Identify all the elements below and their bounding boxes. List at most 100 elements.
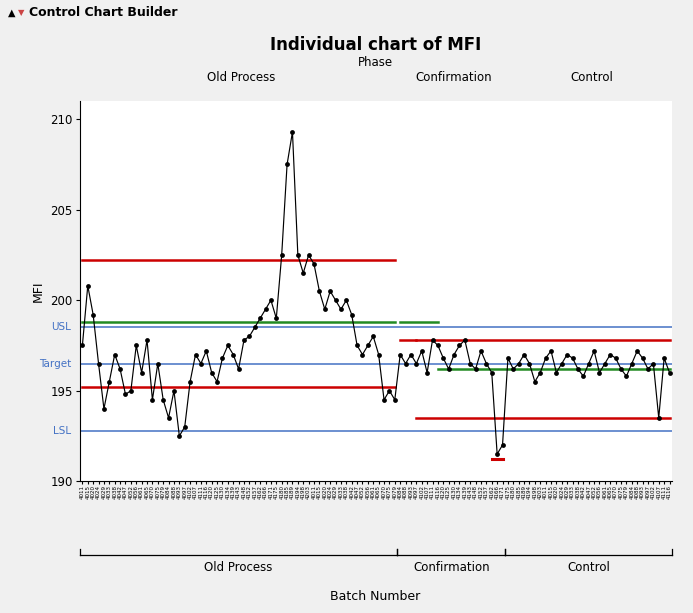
Point (551, 368, 562, 378)
Point (152, 359, 164, 368)
Point (276, 250, 287, 260)
Point (481, 359, 492, 368)
Text: Old Process: Old Process (207, 71, 276, 84)
Point (114, 364, 125, 374)
Point (588, 346, 599, 356)
Point (653, 413, 665, 423)
Point (184, 377, 195, 387)
Point (168, 386, 179, 395)
Point (330, 295, 341, 305)
Point (211, 377, 222, 387)
Point (125, 386, 137, 395)
Point (384, 386, 395, 395)
Point (567, 353, 578, 363)
Text: Confirmation: Confirmation (413, 562, 490, 574)
Point (179, 422, 191, 432)
Point (394, 349, 405, 359)
Point (120, 389, 131, 399)
Point (465, 359, 476, 368)
Point (222, 341, 234, 351)
Point (163, 413, 174, 423)
Point (254, 313, 265, 323)
Point (578, 371, 589, 381)
Point (584, 359, 595, 368)
Point (621, 371, 632, 381)
Point (470, 364, 481, 374)
Point (658, 353, 669, 363)
Point (524, 359, 535, 368)
Point (459, 335, 471, 345)
Point (195, 359, 207, 368)
Point (432, 341, 444, 351)
Point (626, 359, 638, 368)
Text: Control Chart Builder: Control Chart Builder (29, 6, 177, 19)
Point (190, 349, 201, 359)
Point (594, 368, 605, 378)
Point (217, 353, 228, 363)
Point (599, 359, 611, 368)
Text: Batch Number: Batch Number (331, 590, 421, 603)
Point (491, 449, 502, 459)
Point (368, 332, 379, 341)
Point (540, 353, 551, 363)
Point (605, 349, 616, 359)
Text: Individual chart of MFI: Individual chart of MFI (270, 36, 481, 54)
Point (271, 313, 282, 323)
Point (109, 349, 121, 359)
Point (233, 364, 244, 374)
Point (77, 341, 88, 351)
Point (98, 404, 109, 414)
Text: ▼: ▼ (18, 8, 24, 17)
Point (475, 346, 486, 356)
Point (438, 353, 449, 363)
Point (545, 346, 556, 356)
Text: LSL: LSL (53, 425, 71, 435)
Point (631, 346, 642, 356)
Point (411, 359, 422, 368)
Point (174, 431, 185, 441)
Point (497, 440, 508, 450)
Point (303, 250, 314, 260)
Text: Old Process: Old Process (204, 562, 273, 574)
Point (610, 353, 621, 363)
Point (136, 368, 147, 378)
Point (664, 368, 675, 378)
Point (308, 259, 319, 269)
Point (405, 349, 416, 359)
Point (373, 349, 384, 359)
Point (281, 159, 292, 169)
Point (427, 335, 438, 345)
Point (206, 368, 217, 378)
Point (389, 395, 401, 405)
Point (400, 359, 411, 368)
Point (341, 295, 352, 305)
Point (535, 368, 546, 378)
Point (362, 341, 374, 351)
Point (141, 335, 152, 345)
Point (157, 395, 168, 405)
Text: Target: Target (39, 359, 71, 368)
Point (287, 127, 298, 137)
Point (502, 353, 514, 363)
Point (421, 368, 432, 378)
Text: Phase: Phase (358, 56, 393, 69)
Point (147, 395, 158, 405)
Point (238, 335, 249, 345)
Point (104, 377, 115, 387)
Point (572, 364, 584, 374)
Point (561, 349, 572, 359)
Point (93, 359, 104, 368)
Point (416, 346, 428, 356)
Point (324, 286, 335, 296)
Text: Control: Control (570, 71, 613, 84)
Point (82, 281, 94, 291)
Text: Control: Control (568, 562, 610, 574)
Point (131, 341, 142, 351)
Point (201, 346, 212, 356)
Text: ▲: ▲ (8, 7, 16, 18)
Point (637, 353, 648, 363)
Point (260, 305, 271, 314)
Point (529, 377, 541, 387)
Point (335, 305, 346, 314)
Text: Confirmation: Confirmation (416, 71, 492, 84)
